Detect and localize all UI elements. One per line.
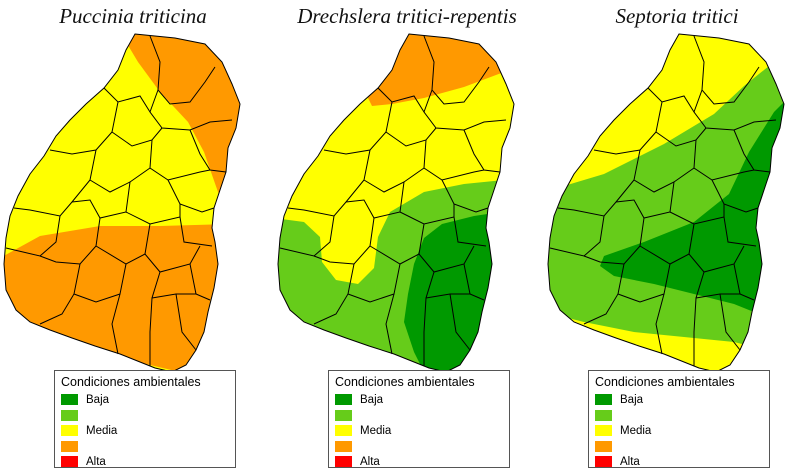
map-panel-septoria: Septoria tritici Condiciones ambientales…	[544, 0, 800, 470]
legend-item: Media	[61, 423, 229, 439]
legend-item: Alta	[335, 454, 503, 470]
zone-alto-medio	[4, 222, 240, 372]
legend: Condiciones ambientales Baja Media Alta	[588, 370, 770, 468]
legend-item	[335, 408, 503, 424]
map-panel-drechslera: Drechslera tritici-repentis Condiciones …	[274, 0, 540, 470]
map-title: Drechslera tritici-repentis	[297, 4, 517, 28]
legend-title: Condiciones ambientales	[61, 375, 201, 389]
legend-swatch	[595, 425, 612, 437]
legend-swatch	[595, 394, 612, 406]
legend-swatch	[335, 456, 352, 468]
legend-swatch	[335, 440, 352, 452]
map-title: Puccinia triticina	[59, 4, 207, 28]
legend-swatch	[595, 456, 612, 468]
legend-item: Baja	[595, 392, 763, 408]
province-map	[547, 33, 785, 373]
legend-item	[595, 408, 763, 424]
map-title: Septoria tritici	[615, 4, 739, 28]
legend-item: Alta	[595, 454, 763, 470]
legend-swatch	[61, 409, 78, 421]
legend-item: Alta	[61, 454, 229, 470]
legend-swatch	[61, 394, 78, 406]
legend-swatch	[61, 456, 78, 468]
legend-item: Baja	[61, 392, 229, 408]
legend-item	[61, 439, 229, 455]
legend: Condiciones ambientales Baja Media Alta	[54, 370, 236, 468]
legend-swatch	[595, 440, 612, 452]
legend-item	[61, 408, 229, 424]
legend-swatch	[61, 425, 78, 437]
legend-swatch	[595, 409, 612, 421]
map-panel-puccinia: Puccinia triticina Condiciones ambiental…	[0, 0, 266, 470]
legend-swatch	[335, 394, 352, 406]
legend-title: Condiciones ambientales	[335, 375, 475, 389]
legend-item: Media	[335, 423, 503, 439]
legend-item: Media	[595, 423, 763, 439]
legend-swatch	[335, 425, 352, 437]
zone-baja	[600, 82, 784, 332]
legend-swatch	[61, 440, 78, 452]
legend-title: Condiciones ambientales	[595, 375, 735, 389]
legend-swatch	[335, 409, 352, 421]
legend-item: Baja	[335, 392, 503, 408]
legend: Condiciones ambientales Baja Media Alta	[328, 370, 510, 468]
province-map	[3, 33, 241, 373]
province-map	[277, 33, 515, 373]
legend-item	[595, 439, 763, 455]
legend-item	[335, 439, 503, 455]
